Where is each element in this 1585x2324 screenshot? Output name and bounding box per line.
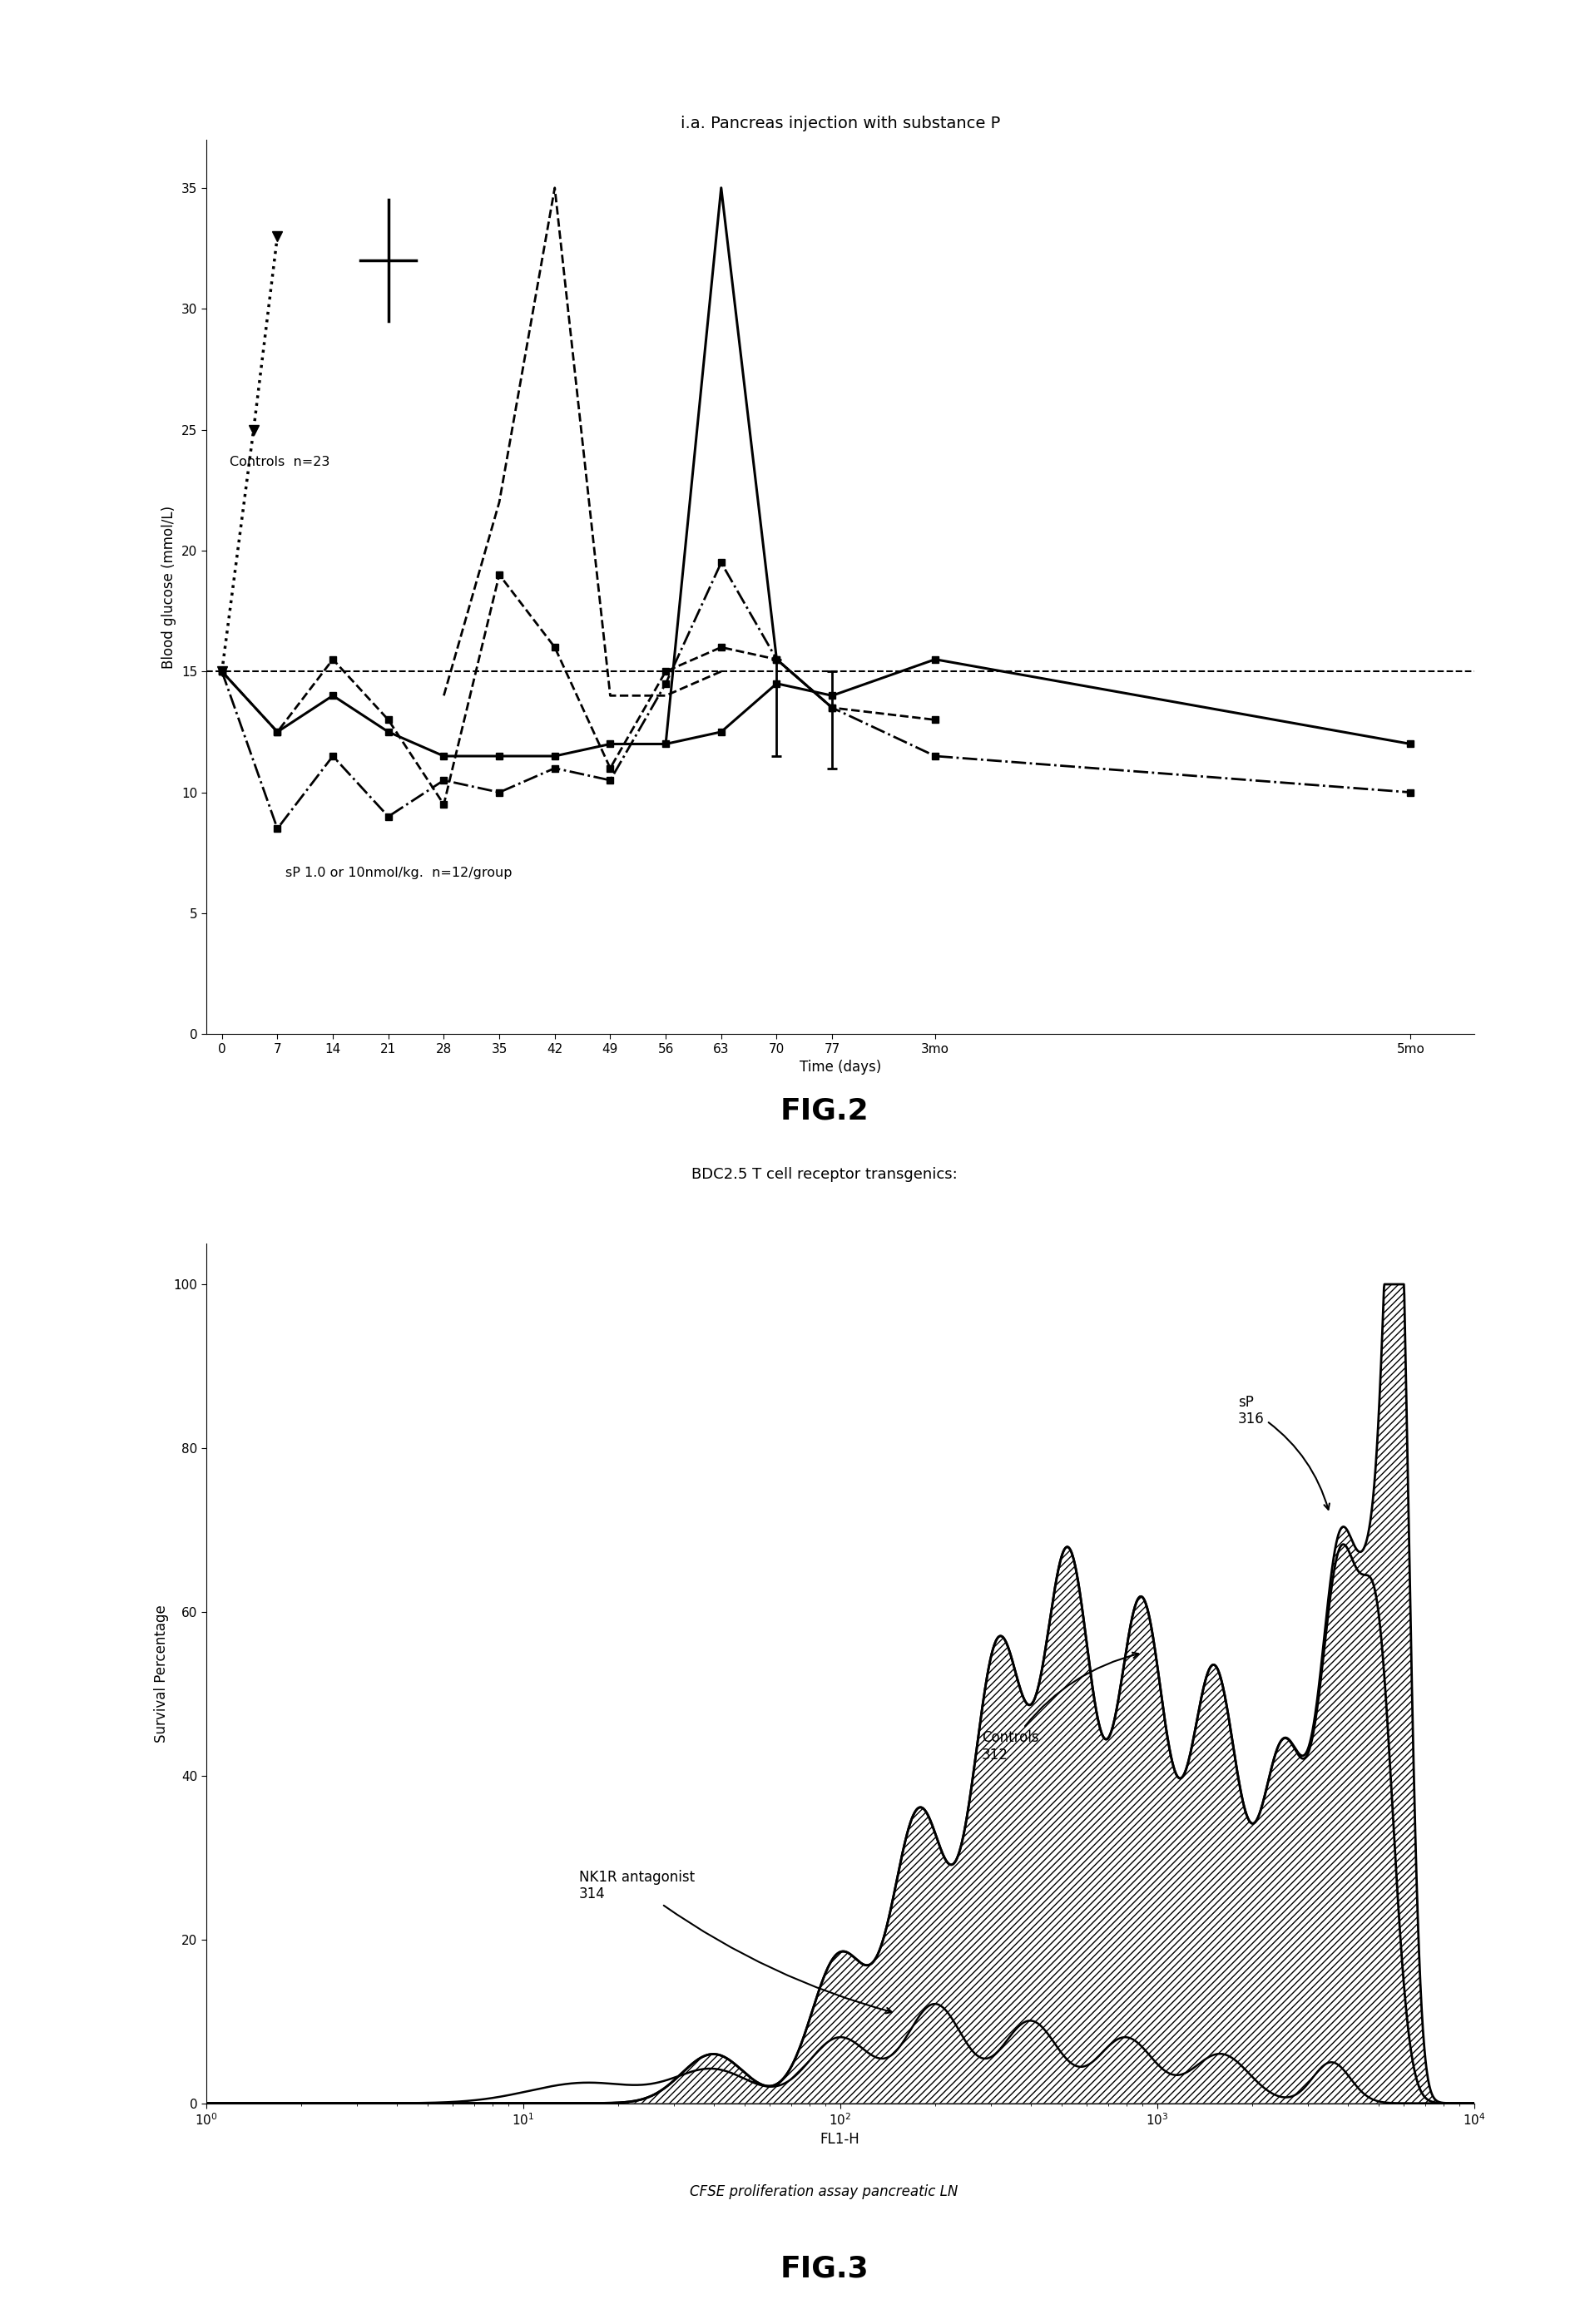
Text: BDC2.5 T cell receptor transgenics:: BDC2.5 T cell receptor transgenics: (691, 1167, 957, 1181)
X-axis label: FL1-H: FL1-H (819, 2131, 861, 2147)
Text: sP 1.0 or 10nmol/kg.  n=12/group: sP 1.0 or 10nmol/kg. n=12/group (285, 867, 512, 878)
Y-axis label: Survival Percentage: Survival Percentage (154, 1604, 168, 1743)
Text: Controls
312: Controls 312 (981, 1652, 1138, 1762)
Text: FIG.2: FIG.2 (780, 1097, 869, 1125)
X-axis label: Time (days): Time (days) (799, 1060, 881, 1076)
Text: Controls  n=23: Controls n=23 (230, 456, 330, 469)
Y-axis label: Blood glucose (mmol/L): Blood glucose (mmol/L) (162, 504, 176, 669)
Text: sP
316: sP 316 (1238, 1394, 1330, 1511)
Text: FIG.3: FIG.3 (780, 2254, 869, 2282)
Text: NK1R antagonist
314: NK1R antagonist 314 (579, 1868, 892, 2013)
Title: i.a. Pancreas injection with substance P: i.a. Pancreas injection with substance P (680, 116, 1000, 130)
Text: CFSE proliferation assay pancreatic LN: CFSE proliferation assay pancreatic LN (689, 2185, 959, 2199)
